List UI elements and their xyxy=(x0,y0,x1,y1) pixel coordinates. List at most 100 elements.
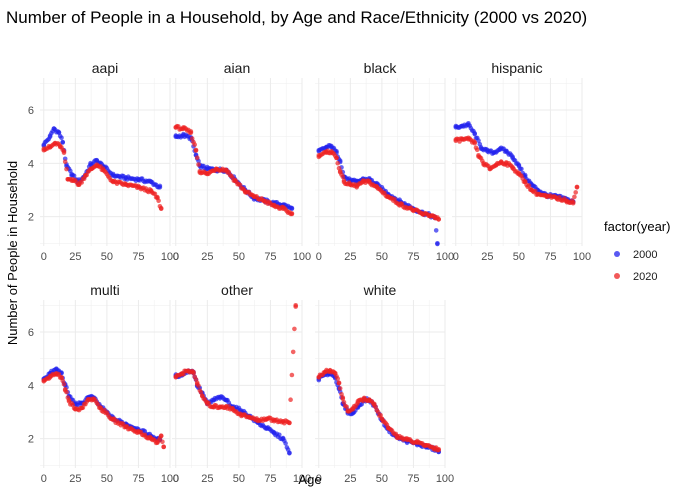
data-point-2020 xyxy=(196,162,201,167)
data-point-2020 xyxy=(66,399,72,404)
data-point-2000 xyxy=(277,432,282,438)
y-tick-label: 6 xyxy=(28,327,34,339)
data-point-2020 xyxy=(411,207,416,213)
y-tick-label: 4 xyxy=(28,380,34,392)
data-point-2020 xyxy=(181,126,186,131)
data-point-2020 xyxy=(57,143,63,149)
data-point-2000 xyxy=(316,149,322,154)
y-tick-label: 2 xyxy=(28,434,34,446)
data-point-2020 xyxy=(329,149,334,154)
data-point-2000 xyxy=(51,126,57,131)
data-point-2020 xyxy=(481,161,486,166)
data-point-2000 xyxy=(59,135,64,141)
data-point-2020 xyxy=(554,195,560,201)
legend-key-2000 xyxy=(614,251,620,257)
data-point-2000 xyxy=(459,123,465,129)
data-point-2020 xyxy=(293,303,299,308)
data-point-2020 xyxy=(436,447,442,452)
data-point-2000 xyxy=(478,145,484,150)
legend-label: 2020 xyxy=(633,271,657,283)
data-point-2020 xyxy=(316,375,322,380)
data-point-2020 xyxy=(414,440,420,446)
data-point-2000 xyxy=(54,367,59,372)
data-point-2020 xyxy=(472,141,478,146)
data-point-2000 xyxy=(94,158,100,163)
x-tick-label: 100 xyxy=(293,473,311,485)
x-axis-title: Age xyxy=(298,472,321,487)
data-point-2000 xyxy=(280,436,286,442)
data-point-2000 xyxy=(329,143,334,149)
data-point-2020 xyxy=(94,162,100,167)
data-point-2000 xyxy=(287,451,292,456)
data-point-2020 xyxy=(148,436,154,442)
data-point-2020 xyxy=(73,407,78,412)
x-tick-label: 100 xyxy=(161,473,179,485)
data-point-2000 xyxy=(453,125,459,130)
data-point-2020 xyxy=(194,155,200,160)
data-point-2020 xyxy=(155,440,160,446)
data-point-2020 xyxy=(205,171,210,177)
data-point-2020 xyxy=(188,130,194,135)
data-point-2000 xyxy=(148,179,154,185)
data-point-2020 xyxy=(335,376,341,381)
facet-label: multi xyxy=(90,282,120,298)
x-tick-label: 25 xyxy=(344,473,356,485)
data-point-2020 xyxy=(335,160,341,166)
data-point-2020 xyxy=(100,167,106,173)
data-point-2020 xyxy=(47,145,53,150)
x-tick-label: 25 xyxy=(69,473,81,485)
data-point-2020 xyxy=(354,183,360,189)
data-point-2020 xyxy=(211,404,216,410)
facet-panels: aapi 0 25 50 75 100 2 4 6 aian 0 25 50 75 100 black 0 25 5… xyxy=(28,60,591,485)
data-point-2020 xyxy=(367,397,372,403)
data-point-2020 xyxy=(341,400,347,405)
data-point-2000 xyxy=(41,142,47,147)
facet-panel-black: black 0 25 50 75 100 xyxy=(315,60,454,263)
x-tick-label: 0 xyxy=(453,251,459,263)
data-point-2000 xyxy=(516,163,522,169)
data-point-2020 xyxy=(217,404,223,410)
facet-panel-hispanic: hispanic 0 25 50 75 100 xyxy=(452,60,591,263)
data-point-2020 xyxy=(54,371,59,376)
x-tick-label: 50 xyxy=(233,473,245,485)
x-tick-label: 50 xyxy=(376,473,388,485)
data-point-2020 xyxy=(200,393,205,399)
facet-label: black xyxy=(364,60,398,76)
data-point-2020 xyxy=(242,189,248,194)
data-point-2020 xyxy=(136,429,141,435)
data-point-2020 xyxy=(179,371,185,376)
data-point-2000 xyxy=(271,431,277,436)
data-point-2020 xyxy=(334,155,339,161)
data-point-2000 xyxy=(110,173,116,178)
data-point-2020 xyxy=(574,185,580,190)
data-point-2020 xyxy=(340,396,346,402)
facet-label: aian xyxy=(224,60,250,76)
data-point-2000 xyxy=(56,130,62,135)
data-point-2000 xyxy=(435,241,440,246)
data-point-2020 xyxy=(280,206,286,211)
data-point-2020 xyxy=(173,125,179,130)
data-point-2020 xyxy=(230,407,235,412)
data-point-2020 xyxy=(287,420,292,426)
data-point-2000 xyxy=(476,138,481,143)
x-tick-label: 100 xyxy=(293,251,311,263)
data-point-2020 xyxy=(379,416,385,422)
data-point-2020 xyxy=(155,195,160,201)
data-point-2020 xyxy=(292,326,297,332)
x-tick-label: 75 xyxy=(407,251,419,263)
data-point-2020 xyxy=(62,387,68,392)
data-point-2020 xyxy=(493,162,499,167)
data-point-2020 xyxy=(280,419,286,424)
data-point-2020 xyxy=(476,153,481,158)
y-axis-title: Number of People in Household xyxy=(5,161,20,345)
x-tick-label: 50 xyxy=(101,251,113,263)
data-point-2020 xyxy=(336,380,342,386)
data-point-2020 xyxy=(148,189,154,194)
x-tick-label: 50 xyxy=(376,251,388,263)
data-point-2020 xyxy=(205,401,210,407)
data-point-2020 xyxy=(374,185,380,190)
data-point-2020 xyxy=(375,409,381,415)
data-point-2000 xyxy=(324,145,329,150)
data-point-2020 xyxy=(322,369,328,375)
data-point-2020 xyxy=(360,179,366,185)
